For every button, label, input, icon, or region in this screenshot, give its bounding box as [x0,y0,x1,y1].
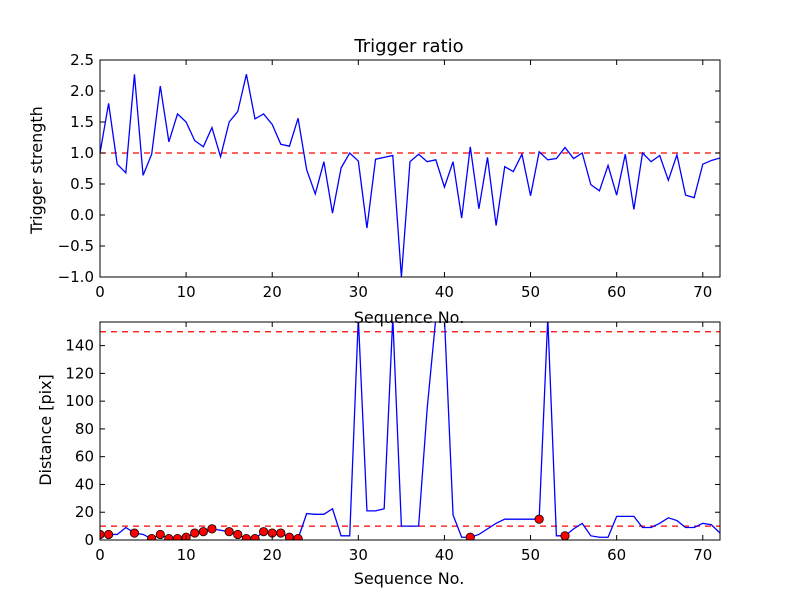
distance-y-ticks: 0 20 40 60 80 100 120 140 [65,337,720,549]
y-tick-label: 140 [65,337,94,355]
trigger-ratio-chart: Trigger ratio 0 10 20 30 40 50 60 70 −1.0 −0.5 0.… [27,36,721,327]
trigger-ratio-x-ticks: 0 10 20 30 40 50 60 70 [95,60,712,301]
y-tick-label: 60 [75,448,94,466]
y-tick-label: 0 [84,531,94,549]
bottom-x-axis-label: Sequence No. [354,569,465,588]
x-tick-label: 40 [435,546,454,564]
marker-point-22 [560,531,570,540]
marker-point-10 [207,524,217,534]
y-tick-label: 2.5 [70,51,94,69]
x-tick-label: 30 [349,283,368,301]
x-tick-label: 50 [521,283,540,301]
y-tick-label: 2.0 [70,82,94,100]
distance-x-ticks: 0 10 20 30 40 50 60 70 [95,322,712,564]
marker-point-19 [293,534,303,540]
marker-point-18 [284,532,295,540]
y-tick-label: −0.5 [58,237,94,255]
marker-point-1 [104,529,114,540]
y-tick-label: 20 [75,503,94,521]
x-tick-label: 20 [263,546,282,564]
x-tick-label: 50 [521,546,540,564]
x-tick-label: 60 [607,283,626,301]
marker-point-12 [233,529,243,540]
y-tick-label: −1.0 [58,268,94,286]
marker-point-6 [172,534,183,540]
x-tick-label: 40 [435,283,454,301]
y-tick-label: 40 [75,475,94,493]
marker-point-8 [190,528,200,538]
top-y-axis-label: Trigger strength [27,106,46,235]
y-tick-label: 80 [75,420,94,438]
y-tick-label: 1.5 [70,113,94,131]
top-x-axis-label: Sequence No. [354,308,465,327]
marker-point-17 [276,528,286,538]
plot-clip-group [100,74,720,277]
marker-point-20 [465,532,475,540]
y-tick-label: 120 [65,364,94,382]
marker-point-21 [534,514,544,524]
marker-point-11 [224,527,234,537]
plot-frame [99,59,721,278]
bottom-y-axis-label: Distance [pix] [36,374,55,486]
trigger-ratio-y-ticks: −1.0 −0.5 0.0 0.5 1.0 1.5 2.0 2.5 [58,51,720,286]
trigger-ratio-plot-area [99,59,721,278]
x-tick-label: 10 [177,546,196,564]
x-tick-label: 70 [693,283,712,301]
plot-frame [99,321,721,541]
marker-point-4 [155,529,165,540]
marker-point-9 [198,527,208,537]
x-tick-label: 70 [693,546,712,564]
marker-point-2 [129,528,140,538]
x-tick-label: 0 [95,283,105,301]
marker-point-14 [250,534,260,540]
marker-point-15 [259,527,269,537]
y-tick-label: 100 [65,392,94,410]
chart-title: Trigger ratio [353,36,463,57]
distance-plot-area [99,321,721,541]
series-line-0 [100,74,720,277]
y-tick-label: 0.0 [70,206,94,224]
plot-clip-group [100,322,720,540]
x-tick-label: 0 [95,546,105,564]
x-tick-label: 30 [349,546,368,564]
marker-point-3 [147,534,157,540]
distance-chart: 0 10 20 30 40 50 60 70 0 20 40 60 80 100 120 140 Seque… [36,321,721,588]
x-tick-label: 10 [177,283,196,301]
x-tick-label: 60 [607,546,626,564]
x-tick-label: 20 [263,283,282,301]
y-tick-label: 0.5 [70,175,94,193]
y-tick-label: 1.0 [70,144,94,162]
